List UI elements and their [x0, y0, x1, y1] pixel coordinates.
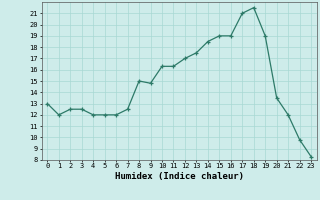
X-axis label: Humidex (Indice chaleur): Humidex (Indice chaleur) — [115, 172, 244, 181]
